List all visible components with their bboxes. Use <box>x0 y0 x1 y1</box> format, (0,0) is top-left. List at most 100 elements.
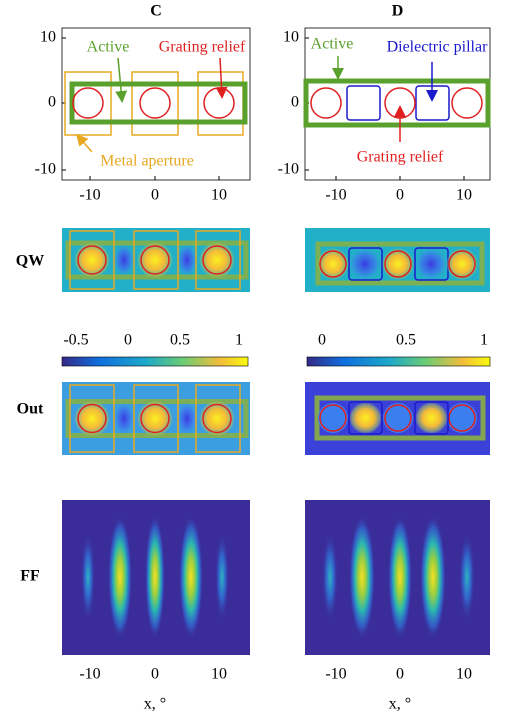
grating-relief <box>77 245 107 275</box>
field-minimum <box>318 403 348 433</box>
grating-relief <box>451 87 483 119</box>
arrow <box>76 133 93 153</box>
grating-relief <box>140 245 170 275</box>
far-field-lobe <box>145 515 165 639</box>
y-tick-label: 10 <box>40 29 56 46</box>
field-maximum <box>74 400 110 437</box>
far-field-lobe <box>179 515 203 639</box>
field-minimum <box>383 403 413 433</box>
x-tick-label: 0 <box>151 666 159 683</box>
annotation: Metal aperture <box>100 153 194 170</box>
colorbar-tick-label: 0 <box>318 332 326 349</box>
axes-frame <box>304 27 491 181</box>
field-minimum <box>177 402 197 435</box>
far-field-lobe <box>322 532 338 622</box>
grating-relief <box>310 87 342 119</box>
field-maximum <box>74 242 110 278</box>
y-tick-label: -10 <box>278 161 299 178</box>
grating-relief <box>384 404 412 432</box>
y-tick-label: 0 <box>291 94 299 111</box>
grating-relief <box>448 404 476 432</box>
arrow <box>215 57 228 99</box>
metal-aperture <box>131 71 179 136</box>
colorbar-tick-label: 0.5 <box>396 332 416 349</box>
field-maximum <box>199 400 235 437</box>
colorbar <box>306 356 491 367</box>
field-maximum <box>317 248 349 280</box>
field-maximum <box>199 242 235 278</box>
far-field-lobe <box>349 515 375 639</box>
colorbar-tick-label: 1 <box>480 332 488 349</box>
y-tick-label: -10 <box>35 161 56 178</box>
row-label: Out <box>17 401 44 418</box>
annotation: Grating relief <box>159 39 246 56</box>
active-region <box>69 81 248 125</box>
annotation: Grating relief <box>357 149 444 166</box>
metal-aperture <box>69 230 115 290</box>
colorbar-tick-label: 0.5 <box>170 332 190 349</box>
colorbar-tick-label: 1 <box>235 332 243 349</box>
x-tick-label: 0 <box>396 187 404 204</box>
x-tick-label: 0 <box>151 187 159 204</box>
row-label: FF <box>20 568 40 585</box>
metal-aperture <box>195 384 241 453</box>
panel-label: D <box>392 3 404 20</box>
x-tick-label: -10 <box>79 187 100 204</box>
field-maximum <box>137 242 173 278</box>
arrow <box>115 57 128 103</box>
far-field-lobe <box>388 515 412 639</box>
grating-relief <box>319 404 347 432</box>
grating-relief <box>77 403 107 434</box>
colorbar-tick-label: -0.5 <box>63 332 88 349</box>
grating-relief <box>140 403 170 434</box>
x-tick-label: -10 <box>325 666 346 683</box>
dielectric-pillar <box>414 401 449 435</box>
colorbar <box>61 356 249 367</box>
field-minimum <box>114 244 134 276</box>
far-field-lobe <box>459 532 475 622</box>
field-maximum <box>137 400 173 437</box>
far-field-lobe <box>215 532 229 622</box>
field-maximum <box>382 248 414 280</box>
metal-aperture <box>133 384 179 453</box>
far-field-lobe <box>81 532 95 622</box>
field-minimum <box>447 403 477 433</box>
x-tick-label: -10 <box>79 666 100 683</box>
far-field-lobe <box>108 515 132 639</box>
far-field-lobe <box>420 515 446 639</box>
grating-relief <box>384 250 412 278</box>
field-minimum <box>177 244 197 276</box>
x-axis-label: x, ° <box>144 696 166 713</box>
metal-aperture <box>69 384 115 453</box>
grating-relief <box>139 87 171 119</box>
y-tick-label: 0 <box>48 94 56 111</box>
grating-relief <box>202 403 232 434</box>
x-tick-label: 10 <box>456 666 472 683</box>
annotation: Active <box>87 39 130 56</box>
active-band <box>314 395 486 441</box>
axes-frame <box>61 27 251 181</box>
field-minimum <box>415 248 447 280</box>
field-minimum <box>114 402 134 435</box>
grating-relief <box>319 250 347 278</box>
row-label: QW <box>16 253 44 270</box>
grating-relief <box>72 87 104 119</box>
field-maximum <box>349 402 382 434</box>
panel-label: C <box>150 3 162 20</box>
metal-aperture <box>133 230 179 290</box>
field-maximum <box>446 248 478 280</box>
metal-aperture <box>195 230 241 290</box>
field-minimum <box>349 248 381 280</box>
x-axis-label: x, ° <box>389 696 411 713</box>
active-region <box>303 78 491 128</box>
colorbar-tick-label: 0 <box>124 332 132 349</box>
x-tick-label: 10 <box>211 187 227 204</box>
y-tick-label: 10 <box>283 29 299 46</box>
dielectric-pillar <box>348 401 383 435</box>
x-tick-label: -10 <box>325 187 346 204</box>
annotation: Active <box>311 36 354 53</box>
annotation: Dielectric pillar <box>387 39 489 56</box>
grating-relief <box>202 245 232 275</box>
x-tick-label: 10 <box>456 187 472 204</box>
